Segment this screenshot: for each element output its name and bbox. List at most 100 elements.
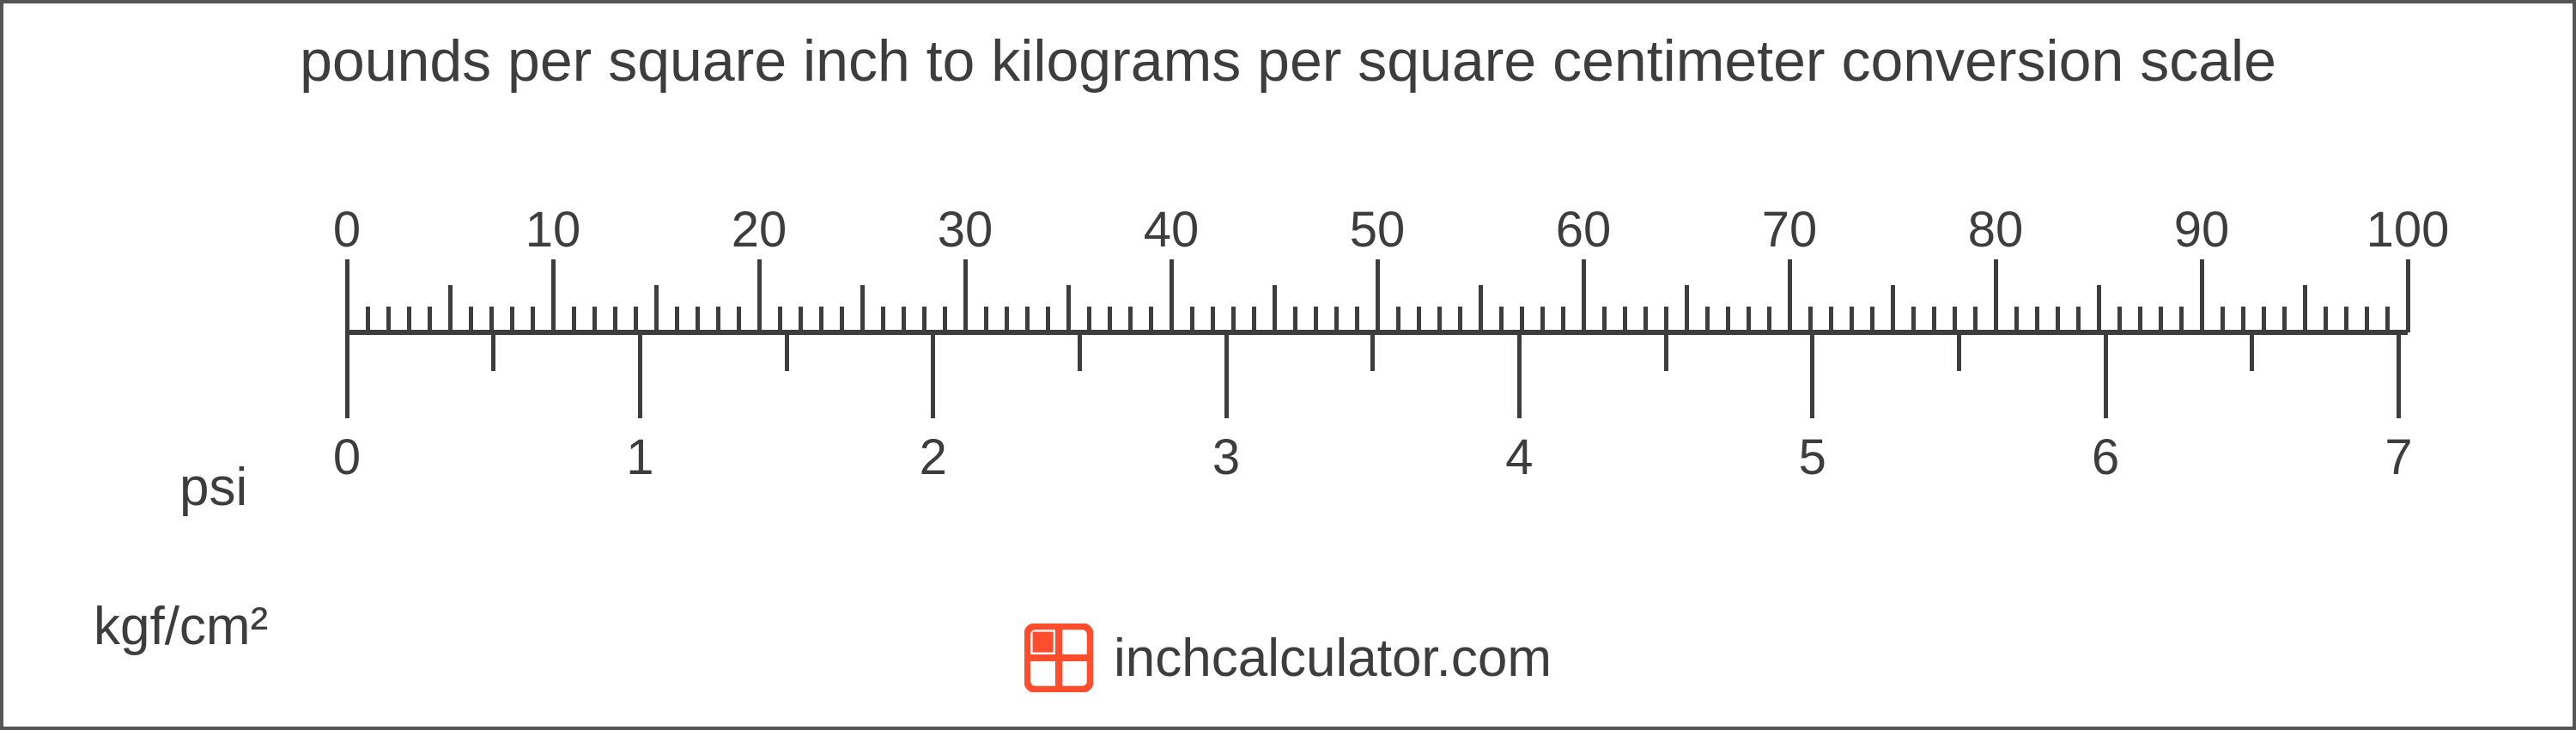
top-tick	[696, 307, 700, 332]
bottom-tick	[1810, 332, 1814, 418]
top-tick	[2241, 307, 2245, 332]
top-tick	[819, 307, 823, 332]
top-tick	[840, 307, 844, 332]
top-tick	[2365, 307, 2369, 332]
top-tick	[2262, 307, 2266, 332]
top-tick	[1561, 307, 1565, 332]
top-tick	[1953, 307, 1957, 332]
top-tick	[1479, 285, 1483, 332]
tick-label: 40	[1144, 201, 1200, 259]
top-tick	[1726, 307, 1730, 332]
tick-label: 50	[1350, 201, 1406, 259]
top-tick	[922, 307, 927, 332]
top-tick	[1252, 307, 1256, 332]
top-tick	[1190, 307, 1194, 332]
top-tick	[386, 307, 391, 332]
top-tick	[1170, 259, 1174, 332]
top-tick	[1643, 307, 1648, 332]
tick-label: 0	[333, 201, 361, 259]
top-tick	[1211, 307, 1215, 332]
tick-label: 60	[1556, 201, 1612, 259]
top-tick	[716, 307, 720, 332]
bottom-tick	[638, 332, 642, 418]
top-tick	[2385, 307, 2390, 332]
bottom-tick	[491, 332, 495, 371]
tick-label: 10	[526, 201, 581, 259]
top-tick	[2014, 307, 2019, 332]
top-tick	[2056, 307, 2060, 332]
top-unit-label: psi	[179, 457, 247, 518]
bottom-tick	[2397, 332, 2401, 418]
tick-label: 100	[2366, 201, 2450, 259]
bottom-tick	[1517, 332, 1522, 418]
top-tick	[2282, 307, 2287, 332]
top-tick	[675, 307, 679, 332]
top-tick	[1808, 307, 1813, 332]
tick-label: 30	[938, 201, 993, 259]
scale-area: psi kgf/cm² 0102030405060708090100012345…	[3, 201, 2573, 502]
ruler: 010203040506070809010001234567	[347, 201, 2408, 459]
top-tick	[1994, 259, 1998, 332]
top-tick	[1149, 307, 1153, 332]
top-tick	[1355, 307, 1359, 332]
top-tick	[1046, 307, 1050, 332]
top-tick	[510, 307, 514, 332]
bottom-tick	[785, 332, 789, 371]
tick-label: 4	[1505, 429, 1533, 486]
top-tick	[551, 259, 556, 332]
top-tick	[2035, 307, 2039, 332]
calculator-grid-icon	[1024, 624, 1093, 692]
top-tick	[366, 307, 370, 332]
top-tick	[2138, 307, 2142, 332]
top-tick	[2200, 259, 2204, 332]
bottom-tick	[2250, 332, 2254, 371]
top-tick	[448, 285, 453, 332]
top-tick	[469, 307, 473, 332]
top-tick	[654, 285, 659, 332]
footer: inchcalculator.com	[3, 624, 2573, 692]
scale-title: pounds per square inch to kilograms per …	[3, 27, 2573, 94]
top-tick	[1602, 307, 1607, 332]
top-tick	[1747, 307, 1751, 332]
top-tick	[943, 307, 947, 332]
top-tick	[1870, 307, 1874, 332]
top-tick	[345, 259, 349, 332]
top-tick	[984, 307, 988, 332]
psi-label-text: psi	[179, 458, 247, 517]
top-tick	[572, 307, 576, 332]
top-tick	[2303, 285, 2307, 332]
bottom-tick	[1957, 332, 1961, 371]
top-tick	[1314, 307, 1318, 332]
top-tick	[881, 307, 885, 332]
top-tick	[2076, 307, 2081, 332]
top-tick	[531, 307, 535, 332]
title-text: pounds per square inch to kilograms per …	[300, 28, 2276, 94]
tick-label: 20	[732, 201, 787, 259]
top-tick	[1788, 259, 1792, 332]
top-tick	[1973, 307, 1978, 332]
tick-label: 1	[626, 429, 653, 486]
top-tick	[634, 307, 638, 332]
bottom-tick	[1078, 332, 1082, 371]
top-tick	[592, 307, 597, 332]
top-tick	[1087, 307, 1091, 332]
top-tick	[1025, 307, 1030, 332]
top-tick	[428, 307, 432, 332]
top-tick	[2406, 259, 2410, 332]
bottom-tick	[1664, 332, 1668, 371]
top-tick	[1273, 285, 1277, 332]
bottom-tick	[931, 332, 935, 418]
top-tick	[2221, 307, 2225, 332]
scale-container: pounds per square inch to kilograms per …	[0, 0, 2576, 730]
top-tick	[1850, 307, 1854, 332]
top-tick	[902, 307, 906, 332]
top-tick	[1891, 285, 1895, 332]
top-tick	[1623, 307, 1627, 332]
top-tick	[737, 307, 741, 332]
tick-label: 3	[1212, 429, 1240, 486]
top-tick	[963, 259, 968, 332]
top-tick	[2179, 307, 2184, 332]
top-tick	[1128, 307, 1133, 332]
top-tick	[778, 307, 782, 332]
top-tick	[1293, 307, 1297, 332]
